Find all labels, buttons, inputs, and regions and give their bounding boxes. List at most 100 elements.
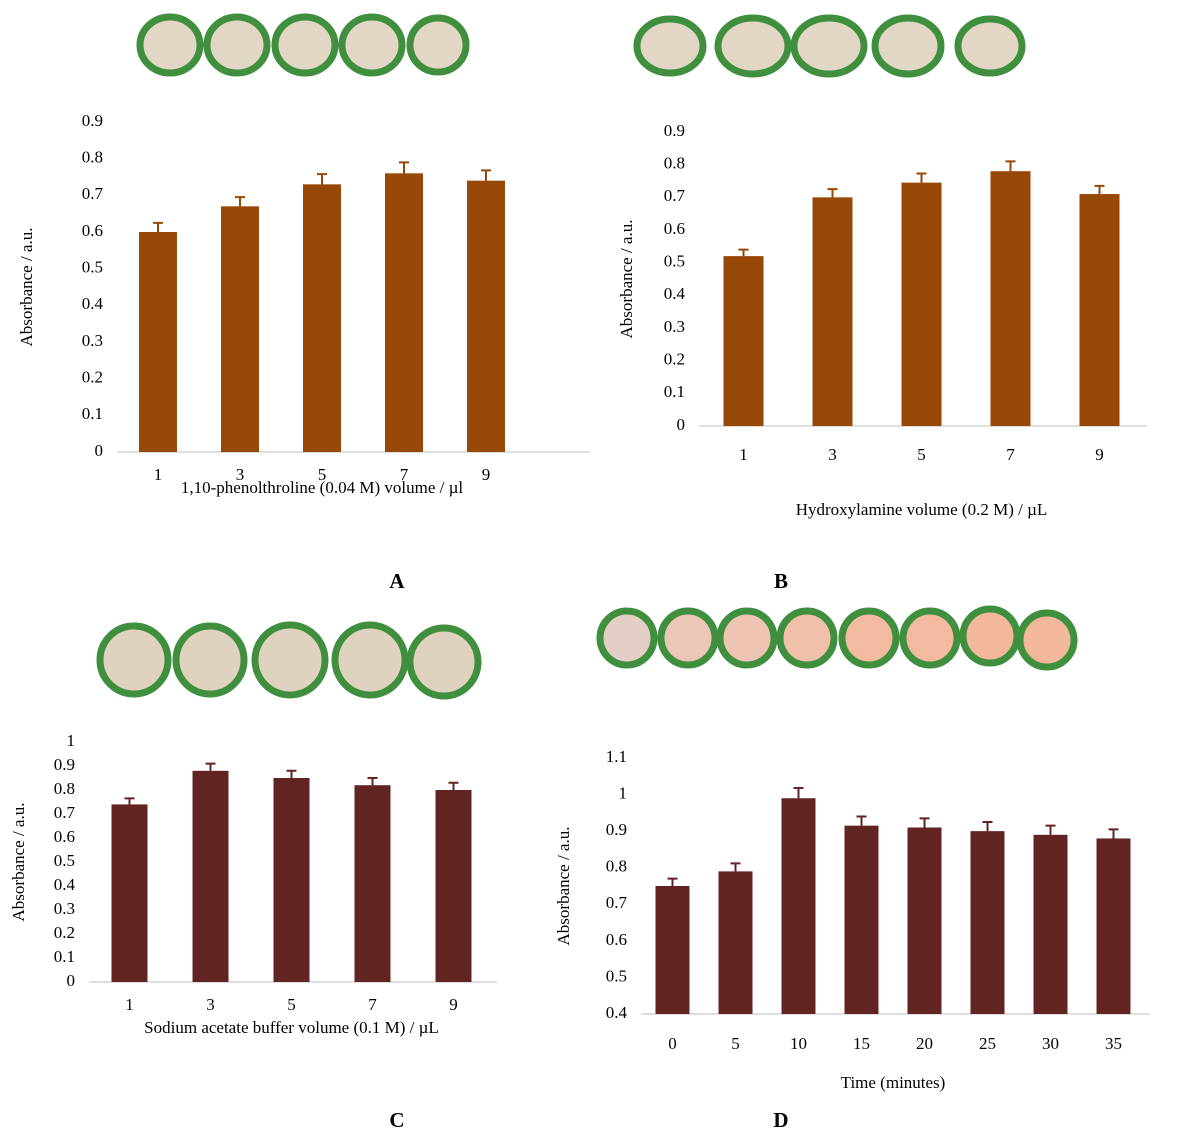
y-tick-label: 0.1 bbox=[82, 404, 103, 423]
error-bar bbox=[368, 778, 378, 785]
y-tick-label: 0.5 bbox=[82, 258, 103, 277]
y-axis-label: Absorbance / a.u. bbox=[617, 220, 636, 339]
sample-spot bbox=[410, 628, 478, 696]
y-axis-label: Absorbance / a.u. bbox=[554, 827, 573, 946]
sample-spot bbox=[100, 626, 168, 694]
y-tick-label: 0.7 bbox=[82, 184, 104, 203]
bar bbox=[902, 183, 942, 426]
y-tick-label: 0.8 bbox=[82, 148, 103, 167]
x-axis-label: 1,10-phenolthroline (0.04 M) volume / µl bbox=[181, 478, 464, 497]
bar bbox=[813, 197, 853, 426]
x-tick-label: 9 bbox=[449, 995, 458, 1014]
error-bar bbox=[399, 162, 409, 173]
bar bbox=[1034, 835, 1068, 1014]
bar bbox=[719, 871, 753, 1014]
sample-spot bbox=[342, 17, 402, 73]
sample-spot bbox=[255, 625, 325, 695]
bar bbox=[782, 798, 816, 1014]
error-bar bbox=[794, 788, 804, 798]
error-bar bbox=[668, 879, 678, 886]
bar bbox=[221, 206, 259, 452]
x-tick-label: 20 bbox=[916, 1034, 933, 1053]
y-tick-label: 0.2 bbox=[664, 350, 685, 369]
y-tick-label: 0.5 bbox=[606, 966, 627, 985]
bar bbox=[1080, 194, 1120, 426]
sample-spot bbox=[335, 625, 405, 695]
y-tick-label: 0.5 bbox=[664, 252, 685, 271]
error-bar bbox=[1109, 829, 1119, 838]
bar bbox=[971, 831, 1005, 1014]
sample-spot bbox=[718, 18, 788, 74]
y-tick-label: 1 bbox=[67, 731, 76, 750]
sample-spot bbox=[275, 17, 335, 73]
x-tick-label: 1 bbox=[125, 995, 134, 1014]
error-bar bbox=[857, 817, 867, 826]
error-bar bbox=[235, 197, 245, 206]
error-bar bbox=[287, 771, 297, 778]
bar bbox=[436, 790, 472, 982]
x-tick-label: 3 bbox=[828, 445, 837, 464]
x-tick-label: 1 bbox=[739, 445, 748, 464]
x-tick-label: 15 bbox=[853, 1034, 870, 1053]
y-tick-label: 0.6 bbox=[54, 827, 75, 846]
x-tick-label: 10 bbox=[790, 1034, 807, 1053]
error-bar bbox=[983, 822, 993, 831]
bar bbox=[274, 778, 310, 982]
bar bbox=[467, 181, 505, 452]
x-tick-label: 0 bbox=[668, 1034, 677, 1053]
bar bbox=[656, 886, 690, 1014]
y-tick-label: 0.6 bbox=[664, 219, 685, 238]
bar bbox=[139, 232, 177, 452]
y-tick-label: 0.7 bbox=[54, 803, 76, 822]
y-tick-label: 0.1 bbox=[664, 382, 685, 401]
y-tick-label: 0.8 bbox=[54, 779, 75, 798]
y-tick-label: 0.8 bbox=[606, 857, 627, 876]
bar bbox=[991, 171, 1031, 426]
sample-spot bbox=[140, 17, 200, 73]
error-bar bbox=[739, 250, 749, 257]
error-bar bbox=[206, 764, 216, 771]
bar bbox=[385, 173, 423, 452]
x-tick-label: 9 bbox=[1095, 445, 1104, 464]
x-tick-label: 25 bbox=[979, 1034, 996, 1053]
y-tick-label: 0.2 bbox=[82, 368, 103, 387]
error-bar bbox=[917, 173, 927, 182]
sample-spot bbox=[780, 611, 834, 665]
panel-letter: D bbox=[773, 1108, 788, 1132]
panel-letter: A bbox=[389, 569, 405, 593]
error-bar bbox=[731, 863, 741, 871]
y-tick-label: 0.3 bbox=[54, 899, 75, 918]
error-bar bbox=[828, 189, 838, 197]
error-bar bbox=[920, 818, 930, 827]
sample-spot bbox=[661, 611, 715, 665]
x-tick-label: 5 bbox=[287, 995, 296, 1014]
sample-spot bbox=[903, 611, 957, 665]
x-axis-label: Sodium acetate buffer volume (0.1 M) / µ… bbox=[144, 1018, 439, 1037]
sample-spot bbox=[720, 611, 774, 665]
bar bbox=[112, 804, 148, 982]
figure: 00.10.20.30.40.50.60.70.80.913579Absorba… bbox=[0, 0, 1192, 1132]
error-bar bbox=[449, 783, 459, 790]
sample-spot bbox=[1020, 613, 1074, 667]
sample-photos-b bbox=[637, 18, 1022, 74]
error-bar bbox=[153, 223, 163, 232]
y-tick-label: 1.1 bbox=[606, 747, 627, 766]
y-tick-label: 0.9 bbox=[664, 121, 685, 140]
x-tick-label: 7 bbox=[368, 995, 377, 1014]
sample-spot bbox=[207, 17, 267, 73]
x-tick-label: 30 bbox=[1042, 1034, 1059, 1053]
bar bbox=[1097, 838, 1131, 1014]
error-bar bbox=[1006, 161, 1016, 171]
y-tick-label: 0.8 bbox=[664, 154, 685, 173]
bar bbox=[724, 256, 764, 426]
sample-spot bbox=[963, 609, 1017, 663]
error-bar bbox=[1095, 186, 1105, 194]
bar bbox=[908, 827, 942, 1014]
sample-spot bbox=[410, 18, 466, 72]
y-tick-label: 0 bbox=[677, 415, 686, 434]
error-bar bbox=[481, 170, 491, 180]
sample-spot bbox=[637, 19, 703, 73]
x-tick-label: 35 bbox=[1105, 1034, 1122, 1053]
x-tick-label: 5 bbox=[917, 445, 926, 464]
sample-photos-a bbox=[140, 17, 466, 73]
